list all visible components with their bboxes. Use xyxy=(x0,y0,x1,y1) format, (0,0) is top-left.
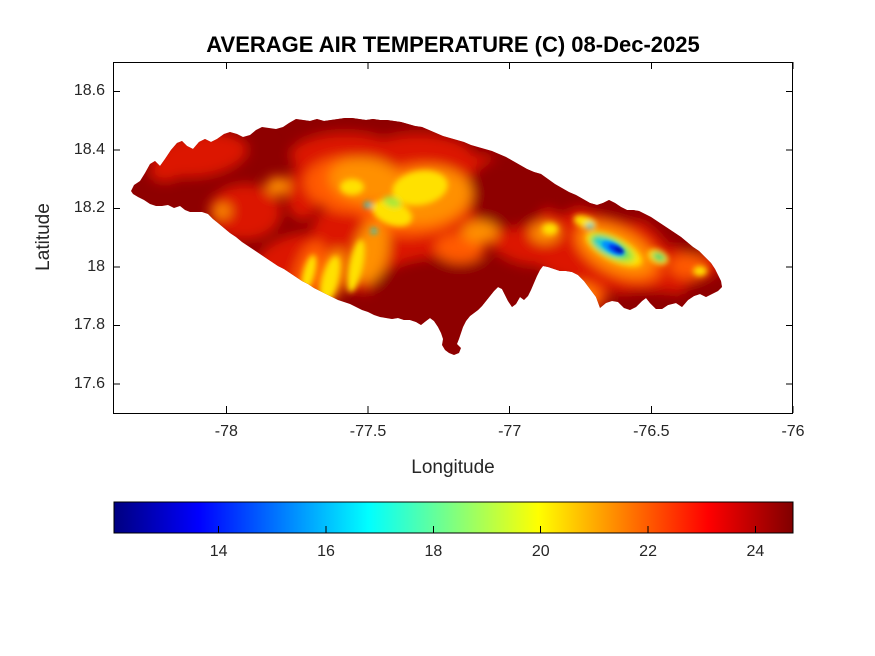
y-tick-label: 18.2 xyxy=(73,199,105,217)
plot-border xyxy=(113,62,793,414)
x-tick-label: -77.5 xyxy=(349,423,387,440)
colorbar-gradient xyxy=(113,501,794,534)
x-tick-label: -78 xyxy=(214,423,238,440)
colorbar-tick-label: 18 xyxy=(424,543,443,560)
blue-mountains-cold-spot xyxy=(602,240,625,256)
y-tick-label: 18.6 xyxy=(73,82,105,100)
x-tick-label: -76.5 xyxy=(633,423,670,440)
y-tick-label: 17.8 xyxy=(73,316,105,334)
x-tick-label: -77 xyxy=(498,423,522,440)
colorbar-tick-label: 20 xyxy=(531,543,550,560)
y-tick-label: 18.4 xyxy=(73,140,105,158)
colorbar-tick-label: 24 xyxy=(746,543,765,560)
y-tick-label: 17.6 xyxy=(73,374,105,392)
colorbar-tick-label: 14 xyxy=(209,543,228,560)
colorbar-tick-label: 22 xyxy=(639,543,657,560)
x-tick-label: -76 xyxy=(781,423,805,440)
y-tick-label: 18 xyxy=(87,257,105,275)
axis-ticks xyxy=(113,62,794,413)
colorbar-ticks xyxy=(218,526,756,533)
chart-title: AVERAGE AIR TEMPERATURE (C) 08-Dec-2025 xyxy=(206,32,700,57)
x-axis-label: Longitude xyxy=(411,457,495,478)
colorbar-tick-label: 16 xyxy=(317,543,335,560)
